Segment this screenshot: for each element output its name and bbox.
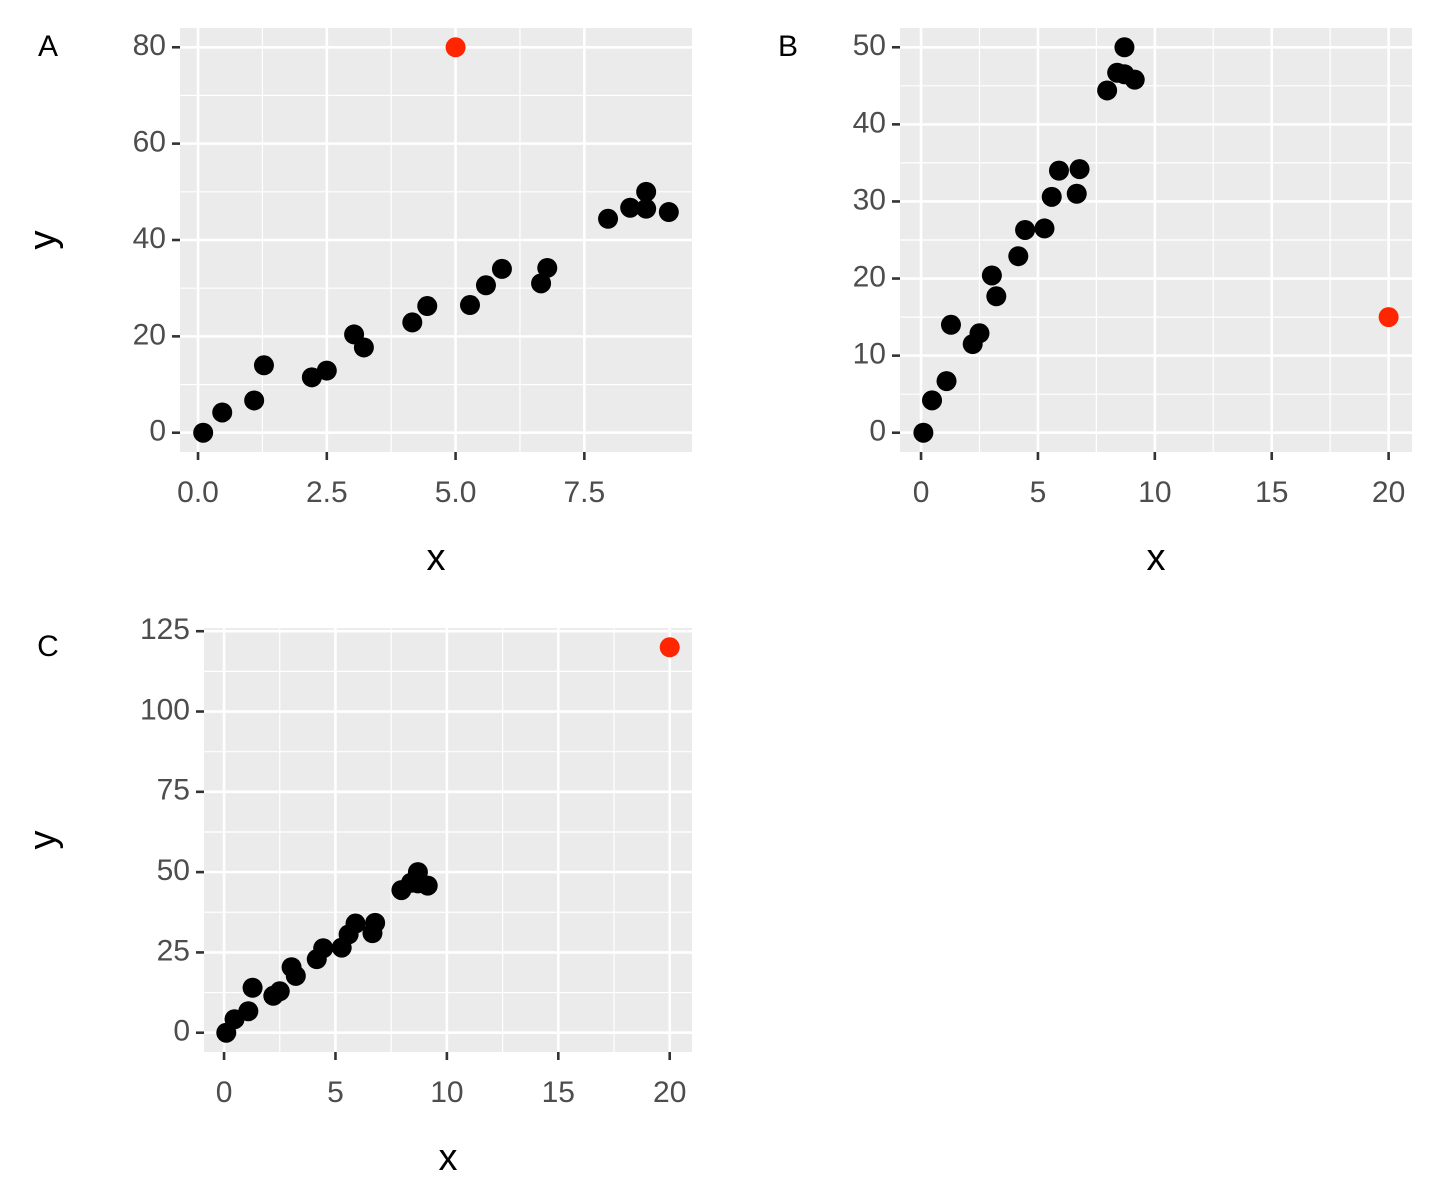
point <box>1008 246 1029 267</box>
point <box>913 422 934 443</box>
point <box>445 37 466 58</box>
x-tick-label: 15 <box>542 1076 575 1109</box>
point <box>969 323 990 344</box>
y-tick-label: 40 <box>853 106 886 139</box>
point <box>598 208 619 229</box>
panel-tag: B <box>778 30 798 63</box>
y-tick-label: 75 <box>157 774 190 807</box>
y-axis-title: y <box>22 831 64 850</box>
x-axis-title: x <box>1147 537 1166 579</box>
y-tick-label: 20 <box>133 318 166 351</box>
point <box>353 337 374 358</box>
point <box>981 265 1002 286</box>
y-tick-label: 50 <box>157 854 190 887</box>
x-tick-label: 10 <box>1138 476 1171 509</box>
point <box>1114 37 1135 58</box>
point <box>417 875 438 896</box>
point <box>1015 219 1036 240</box>
point <box>1041 186 1062 207</box>
point <box>238 1001 259 1022</box>
point <box>313 938 334 959</box>
x-tick-label: 15 <box>1255 476 1288 509</box>
point <box>1048 160 1069 181</box>
point <box>922 390 943 411</box>
point <box>1124 69 1145 90</box>
y-tick-label: 50 <box>853 29 886 62</box>
y-axis-title: y <box>22 231 64 250</box>
x-axis-title: x <box>439 1137 458 1179</box>
point <box>285 965 306 986</box>
y-tick-label: 60 <box>133 126 166 159</box>
point <box>244 390 265 411</box>
point <box>636 198 657 219</box>
y-tick-label: 80 <box>133 29 166 62</box>
point <box>1034 218 1055 239</box>
point <box>345 913 366 934</box>
y-tick-label: 40 <box>133 222 166 255</box>
point <box>986 286 1007 307</box>
point <box>417 296 438 317</box>
y-tick-label: 0 <box>869 415 886 448</box>
point <box>459 295 480 316</box>
point <box>531 273 552 294</box>
point <box>1066 183 1087 204</box>
x-tick-label: 2.5 <box>306 476 348 509</box>
x-tick-label: 5 <box>1030 476 1047 509</box>
y-tick-label: 20 <box>853 260 886 293</box>
y-tick-label: 25 <box>157 934 190 967</box>
point <box>1378 307 1399 328</box>
x-tick-label: 10 <box>430 1076 463 1109</box>
point <box>301 367 322 388</box>
point <box>636 181 657 202</box>
x-tick-label: 20 <box>1372 476 1405 509</box>
point <box>365 912 386 933</box>
point <box>658 202 679 223</box>
point <box>253 355 274 376</box>
y-axis-title: y <box>22 231 64 250</box>
x-tick-label: 7.5 <box>563 476 605 509</box>
y-tick-label: 0 <box>149 415 166 448</box>
point <box>1097 80 1118 101</box>
panel-tag: C <box>37 630 59 663</box>
point <box>1069 159 1090 180</box>
x-axis-title: x <box>427 537 446 579</box>
point <box>269 981 290 1002</box>
x-tick-label: 0 <box>216 1076 233 1109</box>
point <box>475 275 496 296</box>
point <box>537 257 558 278</box>
x-tick-label: 5 <box>327 1076 344 1109</box>
y-tick-label: 100 <box>140 693 190 726</box>
point <box>936 371 957 392</box>
point <box>242 977 263 998</box>
point <box>316 360 337 381</box>
y-tick-label: 125 <box>140 613 190 646</box>
y-tick-label: 10 <box>853 338 886 371</box>
x-tick-label: 0.0 <box>177 476 219 509</box>
point <box>212 402 233 423</box>
y-tick-label: 30 <box>853 183 886 216</box>
point <box>193 422 214 443</box>
point <box>940 314 961 335</box>
x-tick-label: 0 <box>913 476 930 509</box>
x-tick-label: 20 <box>653 1076 686 1109</box>
y-tick-label: 0 <box>173 1015 190 1048</box>
point <box>620 197 641 218</box>
x-tick-label: 5.0 <box>435 476 477 509</box>
point <box>402 312 423 333</box>
panel-tag: A <box>38 30 58 63</box>
point <box>659 637 680 658</box>
point <box>491 258 512 279</box>
